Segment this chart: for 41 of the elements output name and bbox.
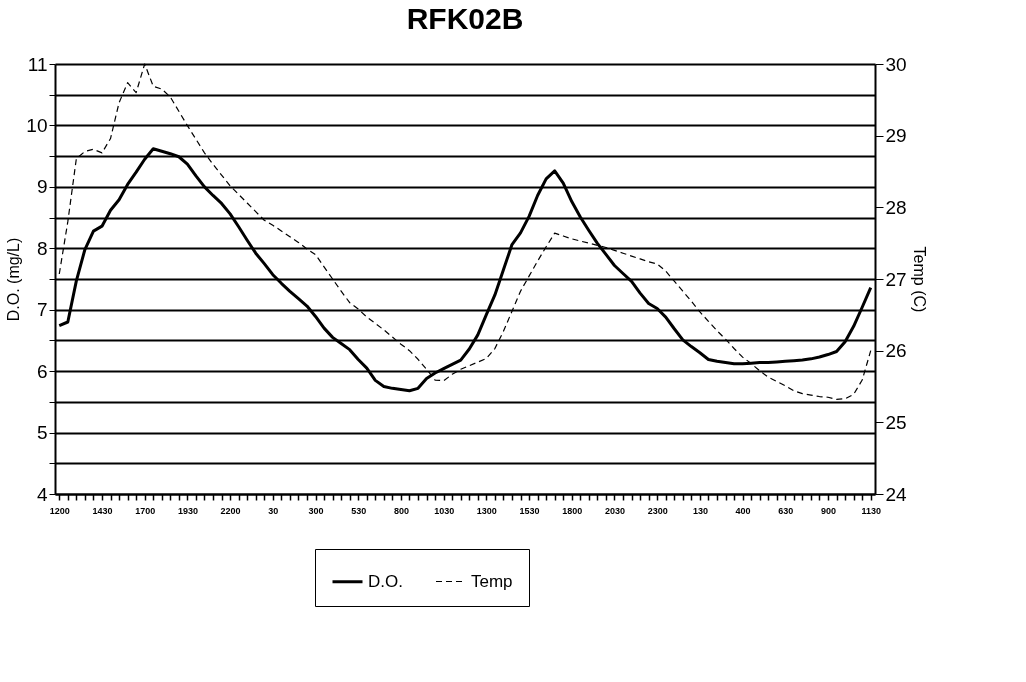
y-tick-label: 6 [36, 360, 48, 382]
x-tick-label: 800 [393, 505, 409, 516]
y-tick-label: 5 [36, 422, 48, 444]
x-tick-label: 1300 [476, 505, 497, 516]
y2-tick-label: 30 [885, 53, 907, 75]
y2-tick-label: 24 [885, 483, 908, 505]
x-tick-label: 2300 [647, 505, 668, 516]
line-series [58, 63, 872, 400]
x-tick-label: 2030 [604, 505, 625, 516]
chart-title: RFK02B [406, 2, 524, 35]
x-tick-label: 400 [735, 505, 751, 516]
y2-tick-label: 27 [885, 268, 907, 290]
x-tick-label: 300 [308, 505, 324, 516]
y2-tick-label: 29 [885, 125, 907, 147]
y-tick-label: 9 [36, 176, 48, 198]
x-tick-label: 1800 [562, 505, 583, 516]
y-tick-label: 8 [36, 237, 48, 259]
x-tick-label: 1530 [519, 505, 540, 516]
x-tick-label: 1700 [135, 505, 156, 516]
x-tick-label: 630 [778, 505, 794, 516]
y2-axis-title: Temp (C) [910, 246, 928, 313]
y-axis-title: D.O. (mg/L) [5, 237, 23, 322]
x-tick-label: 900 [821, 505, 837, 516]
x-tick-label: 530 [351, 505, 367, 516]
y2-tick-label: 25 [885, 411, 907, 433]
y-tick-label: 7 [36, 299, 48, 321]
x-tick-label: 130 [692, 505, 708, 516]
y-tick-label: 4 [36, 483, 48, 505]
x-tick-label: 2200 [220, 505, 241, 516]
y2-tick-label: 26 [885, 340, 907, 362]
x-tick-label: 1200 [49, 505, 70, 516]
y2-tick-label: 28 [885, 196, 907, 218]
legend-label: Temp [471, 571, 513, 591]
legend-label: D.O. [368, 571, 403, 591]
x-tick-label: 30 [268, 505, 279, 516]
x-tick-label: 1430 [92, 505, 113, 516]
x-tick-label: 1030 [434, 505, 455, 516]
x-tick-label: 1130 [861, 505, 881, 516]
y-tick-label: 10 [26, 114, 48, 136]
y-tick-label: 11 [27, 53, 48, 75]
x-tick-label: 1930 [177, 505, 198, 516]
